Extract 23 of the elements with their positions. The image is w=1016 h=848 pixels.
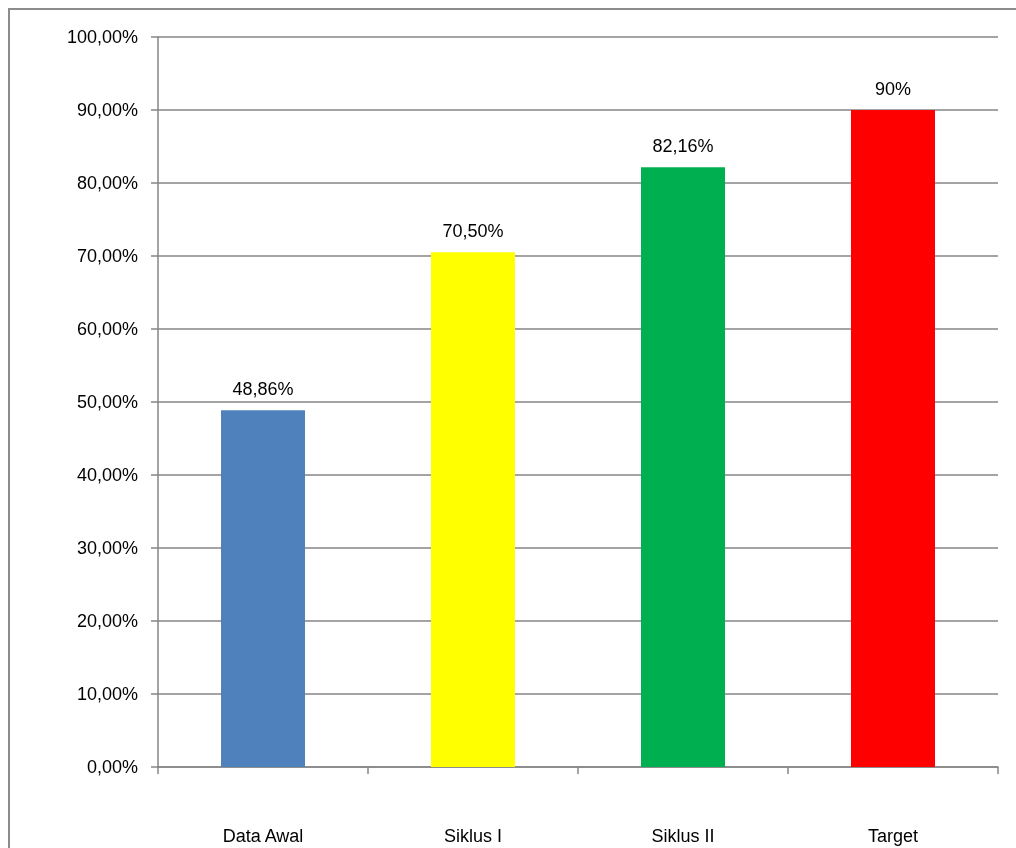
bar [641,167,725,767]
data-label: 82,16% [652,136,714,157]
x-tick-label: Siklus II [651,826,715,846]
y-tick-label: 30,00% [76,538,138,558]
x-tick-label: Target [867,826,919,846]
bar [221,410,305,767]
y-tick-label: 20,00% [76,611,138,631]
y-tick-label: 10,00% [76,684,138,704]
bar [431,252,515,767]
y-tick-label: 60,00% [76,319,138,339]
data-label: 70,50% [442,221,504,242]
y-tick-label: 50,00% [76,392,138,412]
y-tick-label: 70,00% [76,246,138,266]
y-tick-label: 80,00% [76,173,138,193]
y-tick-label: 0,00% [86,757,138,777]
y-tick-label: 40,00% [76,465,138,485]
y-tick-label: 100,00% [66,27,138,47]
x-tick-label: Data Awal [222,826,304,846]
y-tick-label: 90,00% [76,100,138,120]
data-label: 48,86% [232,379,294,400]
data-label: 90% [874,79,912,99]
x-tick-label: Siklus I [443,826,503,846]
bar [851,110,935,767]
